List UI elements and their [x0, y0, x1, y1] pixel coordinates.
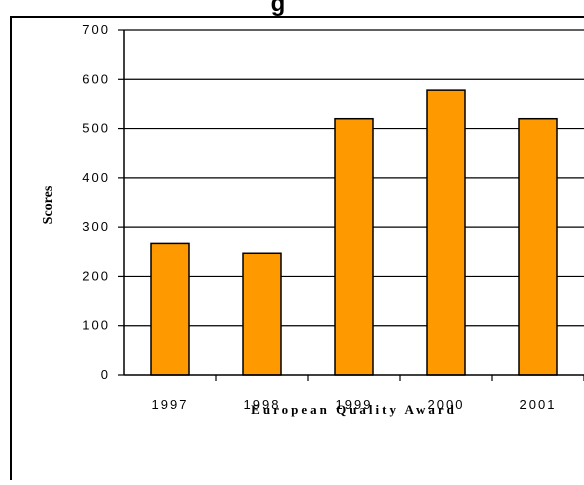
y-tick-label: 300 — [82, 219, 110, 234]
y-tick-label: 0 — [101, 367, 110, 382]
bar-2001 — [518, 117, 558, 376]
y-tick-label: 600 — [82, 71, 110, 86]
x-axis-ticks: 1997 1998 1999 2000 2001 — [152, 375, 584, 412]
bar-1997 — [150, 242, 190, 376]
x-tick-label: 1999 — [336, 397, 373, 412]
x-axis-title: European Quality Award — [251, 402, 457, 417]
y-axis-title: Scores — [41, 185, 56, 224]
bar-1999 — [334, 117, 374, 376]
y-tick-label: 500 — [82, 121, 110, 136]
x-tick-label: 1998 — [244, 397, 281, 412]
bar-1998 — [242, 252, 282, 376]
y-axis-ticks: 0 100 200 300 400 500 600 700 — [82, 22, 124, 382]
chart-border — [10, 16, 584, 485]
y-tick-label: 100 — [82, 318, 110, 333]
chart-title: g — [271, 0, 286, 17]
y-tick-label: 700 — [82, 22, 110, 37]
bar-2000 — [426, 89, 466, 376]
x-tick-label: 2001 — [520, 397, 557, 412]
y-tick-label: 200 — [82, 268, 110, 283]
x-tick-label: 1997 — [152, 397, 189, 412]
bars — [150, 89, 558, 376]
y-tick-label: 400 — [82, 170, 110, 185]
x-tick-label: 2000 — [428, 397, 465, 412]
